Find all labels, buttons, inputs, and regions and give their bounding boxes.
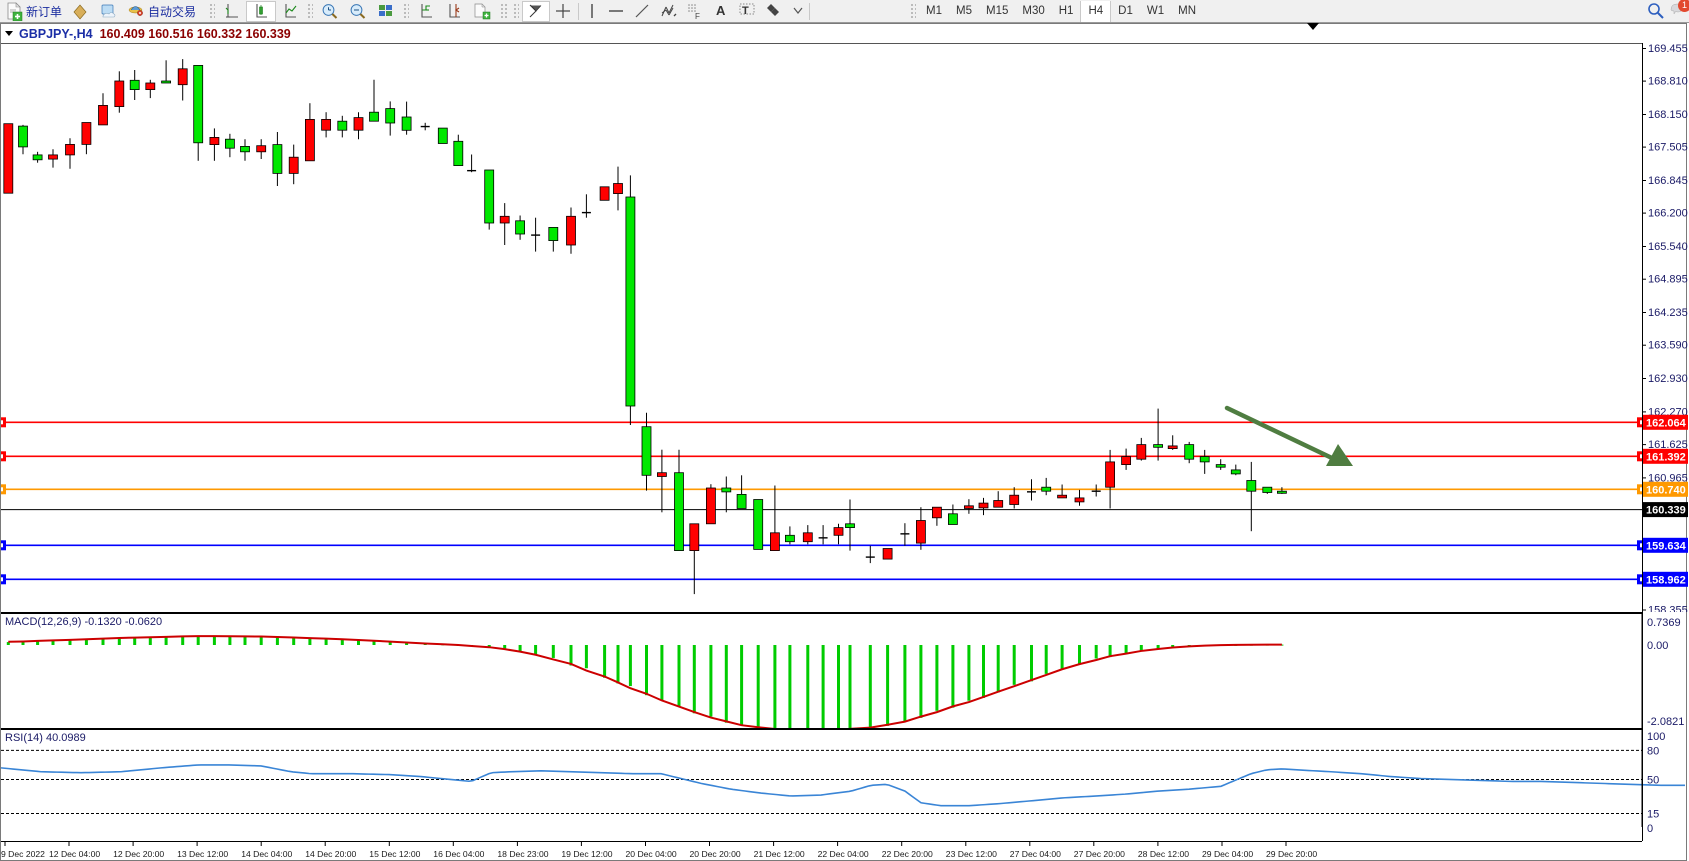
svg-text:27 Dec 04:00: 27 Dec 04:00 [1010, 849, 1061, 859]
svg-text:80: 80 [1647, 745, 1659, 757]
svg-text:21 Dec 12:00: 21 Dec 12:00 [754, 849, 805, 859]
svg-text:168.810: 168.810 [1648, 76, 1688, 88]
svg-text:23 Dec 12:00: 23 Dec 12:00 [946, 849, 997, 859]
svg-text:162.930: 162.930 [1648, 373, 1688, 385]
svg-text:165.540: 165.540 [1648, 241, 1688, 253]
svg-text:163.590: 163.590 [1648, 340, 1688, 352]
svg-text:15: 15 [1647, 809, 1659, 821]
svg-text:22 Dec 04:00: 22 Dec 04:00 [818, 849, 869, 859]
svg-text:14 Dec 04:00: 14 Dec 04:00 [241, 849, 292, 859]
svg-text:158.962: 158.962 [1646, 574, 1686, 586]
svg-text:22 Dec 20:00: 22 Dec 20:00 [882, 849, 933, 859]
svg-text:12 Dec 20:00: 12 Dec 20:00 [113, 849, 164, 859]
svg-text:20 Dec 04:00: 20 Dec 04:00 [626, 849, 677, 859]
svg-text:169.455: 169.455 [1648, 44, 1688, 55]
svg-text:A: A [716, 3, 726, 18]
svg-text:MACD(12,26,9) -0.1320 -0.0620: MACD(12,26,9) -0.1320 -0.0620 [5, 616, 162, 628]
svg-text:18 Dec 23:00: 18 Dec 23:00 [497, 849, 548, 859]
svg-text:13 Dec 12:00: 13 Dec 12:00 [177, 849, 228, 859]
svg-text:50: 50 [1647, 775, 1659, 787]
svg-text:0: 0 [1647, 823, 1653, 835]
svg-text:100: 100 [1647, 731, 1665, 743]
svg-text:0.7369: 0.7369 [1647, 617, 1681, 629]
svg-text:0.00: 0.00 [1647, 640, 1668, 652]
svg-text:160.740: 160.740 [1646, 484, 1686, 496]
svg-text:29 Dec 04:00: 29 Dec 04:00 [1202, 849, 1253, 859]
svg-text:164.235: 164.235 [1648, 307, 1688, 319]
svg-text:162.064: 162.064 [1646, 417, 1687, 429]
svg-text:14 Dec 20:00: 14 Dec 20:00 [305, 849, 356, 859]
svg-text:16 Dec 04:00: 16 Dec 04:00 [433, 849, 484, 859]
svg-text:28 Dec 12:00: 28 Dec 12:00 [1138, 849, 1189, 859]
svg-text:161.392: 161.392 [1646, 451, 1686, 463]
svg-text:12 Dec 04:00: 12 Dec 04:00 [49, 849, 100, 859]
svg-text:-2.0821: -2.0821 [1647, 716, 1684, 728]
svg-text:166.200: 166.200 [1648, 208, 1688, 220]
svg-text:159.634: 159.634 [1646, 540, 1687, 552]
svg-text:9 Dec 2022: 9 Dec 2022 [1, 849, 45, 859]
svg-text:27 Dec 20:00: 27 Dec 20:00 [1074, 849, 1125, 859]
svg-text:19 Dec 12:00: 19 Dec 12:00 [561, 849, 612, 859]
svg-text:168.150: 168.150 [1648, 109, 1688, 121]
svg-text:F: F [695, 12, 700, 20]
svg-text:158.355: 158.355 [1648, 605, 1688, 613]
svg-text:20 Dec 20:00: 20 Dec 20:00 [690, 849, 741, 859]
svg-text:160.339: 160.339 [1646, 505, 1686, 517]
svg-text:T: T [742, 5, 749, 17]
svg-text:167.505: 167.505 [1648, 142, 1688, 154]
svg-text:164.895: 164.895 [1648, 274, 1688, 286]
svg-text:29 Dec 20:00: 29 Dec 20:00 [1266, 849, 1317, 859]
svg-text:RSI(14) 40.0989: RSI(14) 40.0989 [5, 732, 86, 744]
svg-text:166.845: 166.845 [1648, 175, 1688, 187]
svg-text:15 Dec 12:00: 15 Dec 12:00 [369, 849, 420, 859]
